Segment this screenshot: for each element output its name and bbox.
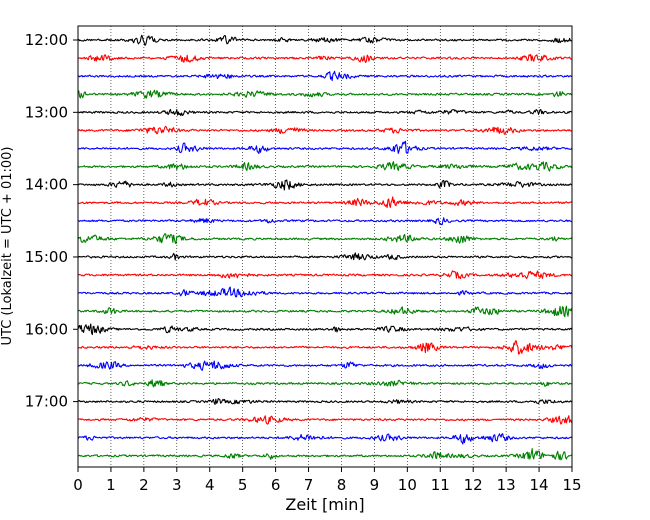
x-tick-label: 6	[271, 476, 281, 494]
y-tick-label: 12:00	[25, 31, 68, 49]
x-tick-label: 11	[431, 476, 450, 494]
y-tick-label: 14:00	[25, 176, 68, 194]
plot-frame	[77, 25, 573, 468]
seismogram-trace	[77, 217, 573, 226]
seismogram-trace	[77, 53, 573, 64]
x-tick-label: 2	[139, 476, 149, 494]
x-tick-label: 14	[530, 476, 549, 494]
x-tick-label: 4	[205, 476, 215, 494]
seismogram-trace	[77, 125, 573, 135]
seismogram-trace	[77, 448, 573, 461]
seismogram-trace	[77, 252, 573, 261]
y-tick-label: 17:00	[25, 393, 68, 411]
x-tick-label: 3	[172, 476, 182, 494]
seismogram-trace	[77, 140, 573, 154]
y-tick-label: 15:00	[25, 248, 68, 266]
x-tick-label: 15	[562, 476, 581, 494]
seismogram-trace	[77, 233, 573, 245]
x-tick-label: 7	[304, 476, 314, 494]
x-axis: 0 1 2 3 4 5 6 7 8 9 10 11 12 13 14 15	[73, 467, 582, 494]
y-tick-label: 16:00	[25, 320, 68, 338]
x-tick-label: 1	[106, 476, 116, 494]
seismogram-trace	[77, 270, 573, 280]
y-axis: 12:00 13:00 14:00 15:00 16:00 17:00	[25, 31, 78, 411]
x-tick-label: 12	[464, 476, 483, 494]
seismogram-trace	[77, 108, 573, 117]
x-tick-label: 13	[497, 476, 516, 494]
seismogram-trace	[77, 398, 573, 405]
seismogram-traces	[77, 34, 573, 461]
x-tick-label: 5	[238, 476, 248, 494]
seismogram-trace	[77, 323, 573, 336]
x-tick-label: 9	[370, 476, 380, 494]
seismogram-trace	[77, 286, 573, 298]
seismogram-trace	[77, 179, 573, 191]
seismogram-trace	[77, 89, 573, 99]
seismogram-trace	[77, 70, 573, 82]
seismogram-trace	[77, 161, 573, 172]
x-tick-label: 8	[337, 476, 347, 494]
seismogram-trace	[77, 379, 573, 388]
x-tick-label: 10	[398, 476, 417, 494]
x-tick-label: 0	[73, 476, 83, 494]
y-axis-title: UTC (Lokalzeit = UTC + 01:00)	[0, 147, 15, 346]
y-tick-label: 13:00	[25, 103, 68, 121]
seismogram-trace	[77, 433, 573, 445]
x-axis-title: Zeit [min]	[285, 495, 364, 514]
seismogram-trace	[77, 34, 573, 46]
seismogram-trace	[77, 196, 573, 209]
seismogram-trace	[77, 305, 573, 318]
seismogram-trace	[77, 360, 573, 371]
seismogram-trace	[77, 415, 573, 425]
seismogram-trace	[77, 340, 573, 355]
